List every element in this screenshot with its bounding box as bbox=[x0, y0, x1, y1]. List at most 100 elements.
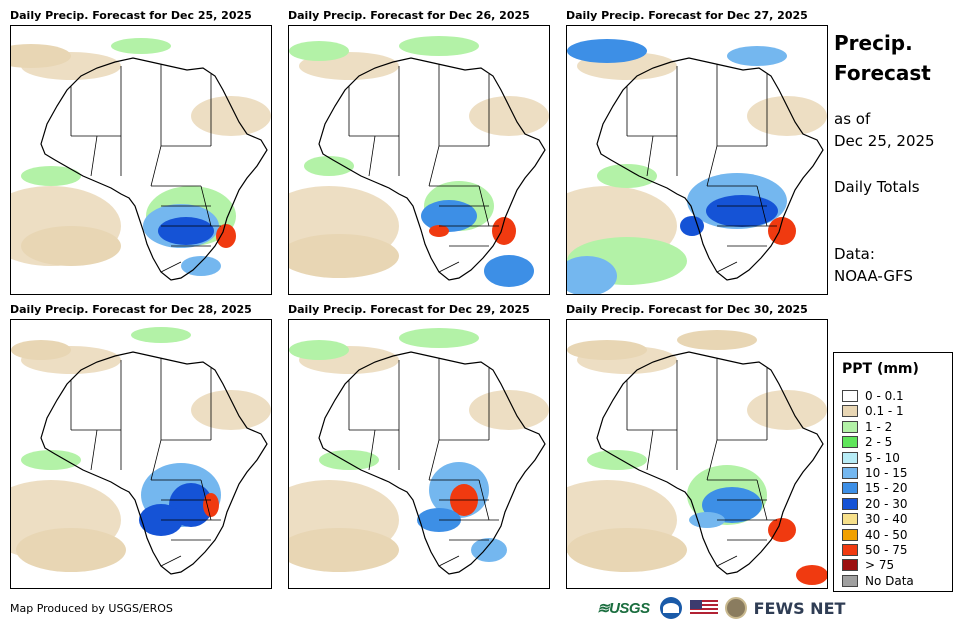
legend-swatch bbox=[842, 467, 858, 479]
legend-label: 0.1 - 1 bbox=[865, 404, 904, 419]
precip-area bbox=[680, 216, 704, 236]
precip-area bbox=[727, 46, 787, 66]
africa-coastline bbox=[318, 57, 546, 281]
legend-item: 15 - 20 bbox=[842, 481, 908, 495]
precip-area bbox=[21, 226, 121, 266]
precip-area bbox=[158, 217, 214, 245]
africa-coastline bbox=[318, 351, 546, 575]
precip-map bbox=[10, 25, 272, 295]
country-border bbox=[160, 555, 182, 567]
legend-swatch bbox=[842, 436, 858, 449]
panel-title: Daily Precip. Forecast for Dec 26, 2025 bbox=[288, 9, 530, 22]
country-border bbox=[150, 439, 162, 481]
precip-area bbox=[181, 256, 221, 276]
side-title: Precip. Forecast bbox=[834, 28, 964, 88]
legend-label: No Data bbox=[865, 573, 914, 588]
legend-item: 30 - 40 bbox=[842, 512, 908, 526]
precip-area bbox=[567, 39, 647, 63]
legend-swatch bbox=[842, 405, 858, 418]
legend-label: 40 - 50 bbox=[865, 527, 908, 542]
daily-totals-text: Daily Totals bbox=[834, 178, 920, 196]
precip-area bbox=[319, 450, 379, 470]
as-of-text: as of Dec 25, 2025 bbox=[834, 108, 935, 152]
country-border bbox=[368, 135, 376, 177]
precip-area bbox=[471, 538, 507, 562]
legend-label: 20 - 30 bbox=[865, 496, 908, 511]
forecast-panel-4: Daily Precip. Forecast for Dec 28, 2025 bbox=[10, 303, 272, 589]
legend-item: 20 - 30 bbox=[842, 497, 908, 511]
us-flag-icon bbox=[689, 600, 718, 616]
precip-area bbox=[289, 41, 349, 61]
precip-area bbox=[567, 528, 687, 572]
africa-coastline bbox=[40, 57, 268, 281]
precip-area bbox=[706, 195, 778, 227]
country-border bbox=[438, 555, 460, 567]
forecast-panel-6: Daily Precip. Forecast for Dec 30, 2025 bbox=[566, 303, 828, 589]
precip-area bbox=[21, 450, 81, 470]
country-border bbox=[706, 145, 718, 187]
legend-item: 2 - 5 bbox=[842, 435, 892, 449]
precip-area bbox=[304, 156, 354, 176]
side-title-line2: Forecast bbox=[834, 61, 931, 85]
legend-item: 10 - 15 bbox=[842, 466, 908, 480]
precip-area bbox=[796, 565, 827, 585]
as-of-label: as of bbox=[834, 110, 871, 128]
legend-swatch bbox=[842, 497, 858, 510]
usgs-logo-text: ≋USGS bbox=[597, 600, 650, 617]
precip-area bbox=[567, 340, 647, 360]
country-border bbox=[428, 439, 440, 481]
precip-area bbox=[16, 528, 126, 572]
legend-label: 2 - 5 bbox=[865, 435, 893, 450]
precip-area bbox=[747, 96, 827, 136]
country-border bbox=[90, 135, 98, 177]
precip-area bbox=[289, 234, 399, 278]
precip-area bbox=[429, 225, 449, 237]
panel-title: Daily Precip. Forecast for Dec 29, 2025 bbox=[288, 303, 530, 316]
legend-label: 0 - 0.1 bbox=[865, 389, 904, 403]
precip-area bbox=[191, 390, 271, 430]
precip-area bbox=[421, 200, 477, 232]
legend-item: 0.1 - 1 bbox=[842, 404, 904, 418]
legend-item: 5 - 10 bbox=[842, 451, 900, 465]
legend-swatch bbox=[842, 451, 858, 464]
forecast-panel-1: Daily Precip. Forecast for Dec 25, 2025 bbox=[10, 9, 272, 295]
noaa-logo-icon bbox=[659, 597, 682, 619]
precip-map bbox=[288, 319, 550, 589]
legend-swatch bbox=[842, 420, 858, 433]
forecast-panel-5: Daily Precip. Forecast for Dec 29, 2025 bbox=[288, 303, 550, 589]
legend-swatch bbox=[842, 482, 858, 495]
africa-coastline bbox=[40, 351, 268, 575]
precip-area bbox=[289, 528, 399, 572]
panel-title: Daily Precip. Forecast for Dec 25, 2025 bbox=[10, 9, 252, 22]
legend-label: 1 - 2 bbox=[865, 419, 893, 434]
legend-item: 50 - 75 bbox=[842, 543, 908, 557]
precip-area bbox=[597, 164, 657, 188]
legend-swatch bbox=[842, 390, 858, 402]
country-border bbox=[428, 145, 440, 187]
country-border bbox=[438, 261, 460, 273]
data-source-label: Data: bbox=[834, 245, 875, 263]
precip-area bbox=[399, 36, 479, 56]
country-border bbox=[90, 429, 98, 471]
forecast-panel-3: Daily Precip. Forecast for Dec 27, 2025 bbox=[566, 9, 828, 295]
legend-swatch bbox=[842, 574, 858, 587]
precip-area bbox=[689, 512, 725, 528]
precip-area bbox=[399, 328, 479, 348]
usgs-logo: ≋USGS bbox=[597, 599, 650, 617]
precip-area bbox=[11, 340, 71, 360]
legend-label: > 75 bbox=[865, 558, 895, 573]
legend-title: PPT (mm) bbox=[842, 361, 919, 377]
precip-area bbox=[191, 96, 271, 136]
legend-label: 30 - 40 bbox=[865, 512, 908, 527]
legend-item: No Data bbox=[842, 574, 914, 588]
precip-area bbox=[587, 450, 647, 470]
country-border bbox=[716, 261, 738, 273]
precip-area bbox=[111, 38, 171, 54]
legend-item: 1 - 2 bbox=[842, 420, 892, 434]
country-border bbox=[716, 555, 738, 567]
precip-area bbox=[203, 493, 219, 517]
precip-map bbox=[10, 319, 272, 589]
panel-title: Daily Precip. Forecast for Dec 28, 2025 bbox=[10, 303, 252, 316]
precip-area bbox=[677, 330, 757, 350]
